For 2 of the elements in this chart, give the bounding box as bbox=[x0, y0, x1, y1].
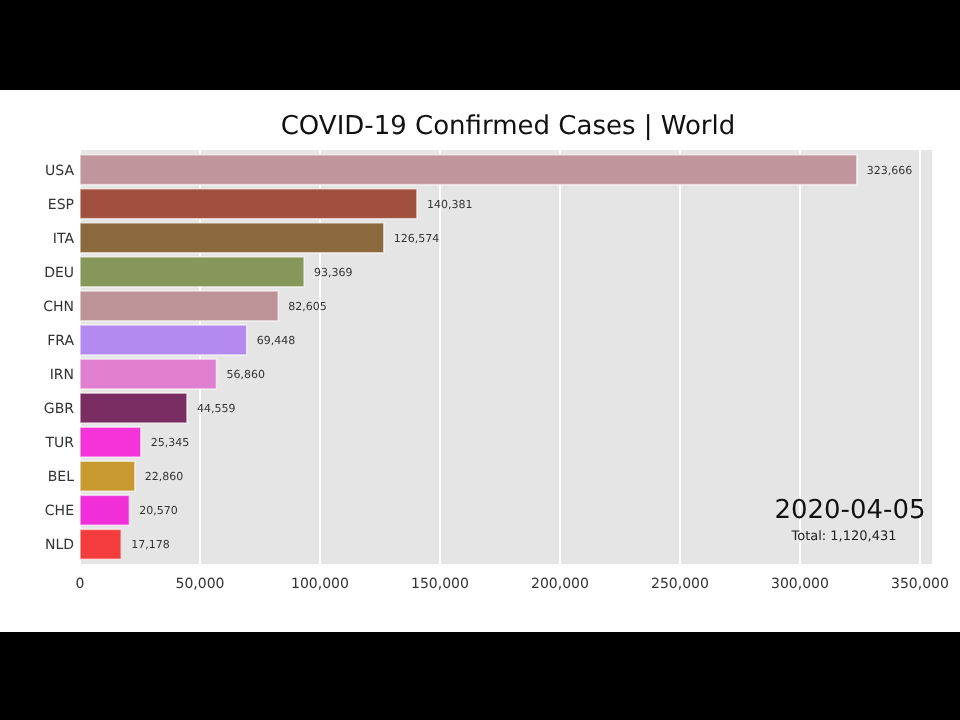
chart-title: COVID-19 Confirmed Cases | World bbox=[280, 112, 736, 142]
annotation: 2020-04-05 bbox=[774, 496, 926, 526]
